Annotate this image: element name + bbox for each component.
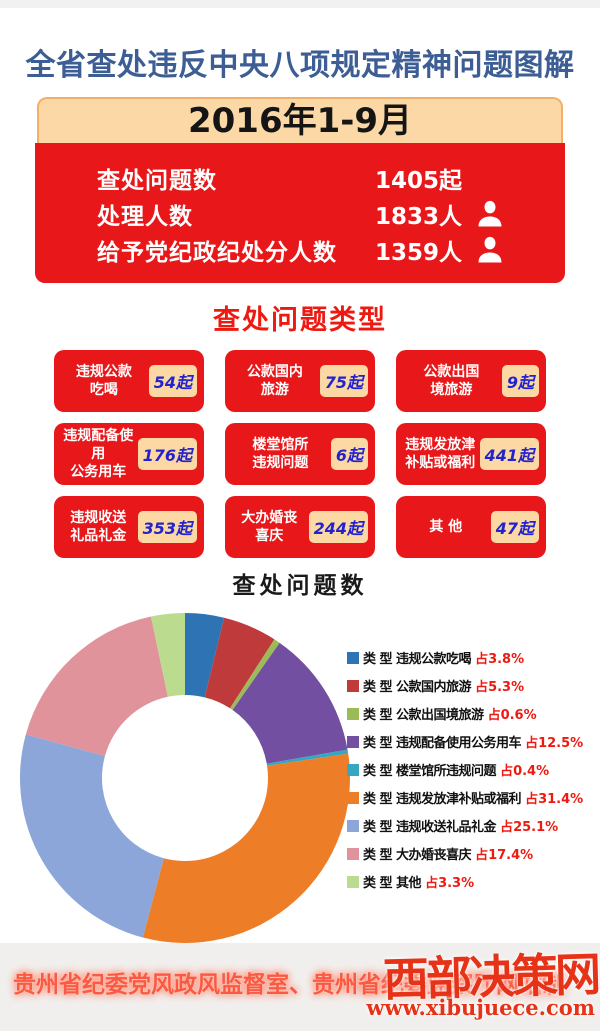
donut-slice-0	[185, 613, 225, 698]
donut-slice-6	[20, 734, 164, 938]
category-name: 违规发放津 补贴或福利	[405, 436, 476, 471]
category-box-gongkuan-chihe: 违规公款 吃喝 54起	[54, 350, 204, 412]
donut-slice-2	[229, 639, 280, 711]
legend-marker	[347, 707, 359, 720]
legend-item: 类 型 公款出国境旅游 占0.6%	[347, 704, 583, 723]
stat-value: 1359人	[375, 240, 463, 266]
category-name: 违规配备使用 公务用车	[63, 427, 134, 481]
legend-marker	[347, 763, 359, 776]
category-name: 其 他	[429, 518, 463, 535]
donut-slice-7	[25, 616, 168, 757]
legend-item: 类 型 违规公款吃喝 占3.8%	[347, 648, 583, 667]
stat-value: 1833人	[375, 204, 463, 230]
stat-row-persons-handled: 处理人数 1833人	[35, 196, 565, 232]
legend-item: 类 型 违规配备使用公务用车 占12.5%	[347, 732, 583, 751]
category-name: 违规收送 礼品礼金	[70, 509, 127, 544]
category-count-badge: 441起	[479, 438, 539, 470]
footer: 贵州省纪委党风政风监督室、贵州省纪委监察厅网站制 西部决策网 www.xibuj…	[0, 943, 600, 1031]
period-band: 2016年1-9月	[37, 97, 563, 143]
chart-legend: 类 型 违规公款吃喝 占3.8% 类 型 公款国内旅游 占5.3% 类 型 公款出国…	[347, 648, 583, 900]
legend-marker	[347, 791, 359, 804]
types-section-title: 查处问题类型	[213, 305, 387, 336]
stat-row-persons-disciplined: 给予党纪政纪处分人数 1359人	[35, 232, 565, 268]
category-name: 公款出国 境旅游	[423, 363, 480, 398]
category-count-badge: 176起	[137, 438, 197, 470]
category-box-jinbutie-fuli: 违规发放津 补贴或福利 441起	[396, 423, 546, 485]
person-icon	[474, 199, 506, 229]
category-box-guonei-lvyou: 公款国内 旅游 75起	[225, 350, 375, 412]
chart-area: 类 型 违规公款吃喝 占3.8% 类 型 公款国内旅游 占5.3% 类 型 公款出国…	[0, 600, 600, 952]
legend-marker	[347, 679, 359, 692]
category-name: 违规公款 吃喝	[75, 363, 132, 398]
category-box-chuguo-lvyou: 公款出国 境旅游 9起	[396, 350, 546, 412]
legend-item: 类 型 楼堂馆所违规问题 占0.4%	[347, 760, 583, 779]
category-count-badge: 75起	[319, 365, 368, 397]
legend-item: 类 型 公款国内旅游 占5.3%	[347, 676, 583, 695]
person-icon	[474, 235, 506, 265]
chart-title: 查处问题数	[232, 573, 368, 599]
category-count-badge: 54起	[148, 365, 197, 397]
category-name: 公款国内 旅游	[246, 363, 303, 398]
watermark-url: www.xibujuece.com	[366, 995, 595, 1020]
legend-item: 类 型 其他 占3.3%	[347, 872, 583, 891]
stat-label: 处理人数	[97, 204, 193, 230]
legend-item: 类 型 违规发放津补贴或福利 占31.4%	[347, 788, 583, 807]
donut-slice-5	[142, 753, 350, 943]
stat-row-problems: 查处问题数 1405起	[35, 160, 565, 196]
category-count-badge: 47起	[490, 511, 539, 543]
legend-marker	[347, 819, 359, 832]
category-box-hunsang-xiqing: 大办婚丧 喜庆 244起	[225, 496, 375, 558]
category-count-badge: 244起	[308, 511, 368, 543]
legend-marker	[347, 735, 359, 748]
legend-item: 类 型 大办婚丧喜庆 占17.4%	[347, 844, 583, 863]
donut-slice-1	[204, 617, 275, 709]
stat-value: 1405起	[375, 168, 463, 194]
legend-marker	[347, 875, 359, 888]
donut-slice-4	[266, 749, 349, 766]
stat-label: 给予党纪政纪处分人数	[97, 240, 337, 266]
donut-chart	[20, 613, 350, 943]
top-strip	[0, 0, 600, 8]
category-count-badge: 353起	[137, 511, 197, 543]
category-box-qita: 其 他 47起	[396, 496, 546, 558]
stats-box: 查处问题数 1405起 处理人数 1833人 给予党纪政纪处分人数 1359人	[35, 143, 565, 283]
category-box-loutang-guansuo: 楼堂馆所 违规问题 6起	[225, 423, 375, 485]
page-title: 全省查处违反中央八项规定精神问题图解	[25, 48, 575, 83]
legend-marker	[347, 651, 359, 664]
category-box-lipin-lijin: 违规收送 礼品礼金 353起	[54, 496, 204, 558]
category-name: 大办婚丧 喜庆	[241, 509, 298, 544]
stat-label: 查处问题数	[97, 168, 217, 194]
category-count-badge: 6起	[330, 438, 368, 470]
donut-slice-8	[150, 613, 185, 697]
donut-slice-3	[232, 642, 348, 764]
category-count-badge: 9起	[501, 365, 539, 397]
category-box-gongwu-yongche: 违规配备使用 公务用车 176起	[54, 423, 204, 485]
credit-text: 贵州省纪委党风政风监督室、贵州省纪委监察厅网站制	[13, 972, 565, 998]
legend-marker	[347, 847, 359, 860]
legend-item: 类 型 违规收送礼品礼金 占25.1%	[347, 816, 583, 835]
category-name: 楼堂馆所 违规问题	[252, 436, 309, 471]
category-grid: 违规公款 吃喝 54起 公款国内 旅游 75起 公款出国 境旅游 9起 违规配备使用公…	[54, 350, 546, 558]
